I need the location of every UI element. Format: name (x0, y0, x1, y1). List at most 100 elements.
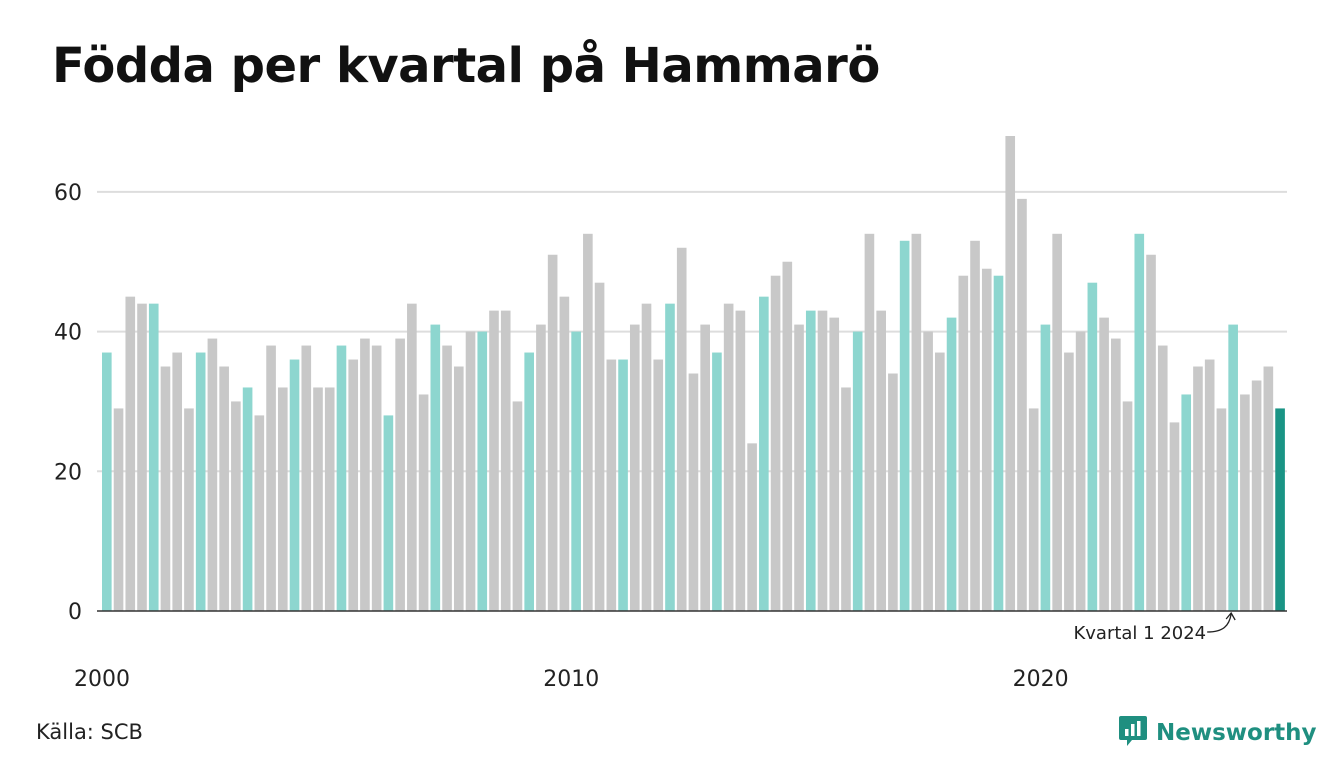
bar (383, 415, 394, 611)
bar (266, 345, 276, 611)
bar (606, 359, 617, 611)
bar (102, 352, 112, 611)
annotation-arrow (1207, 611, 1236, 633)
bar (817, 310, 828, 611)
bar (1169, 422, 1180, 611)
bar (676, 247, 687, 611)
bar (113, 408, 124, 611)
bar (805, 310, 816, 611)
bar (641, 303, 652, 611)
annotation: Kvartal 1 2024 (1073, 611, 1236, 644)
bar (759, 296, 769, 611)
bar (418, 394, 429, 611)
bar (477, 331, 488, 611)
bar (524, 352, 534, 611)
bar (430, 324, 441, 611)
bar (172, 352, 183, 611)
chart-title: Födda per kvartal på Hammarö (52, 38, 880, 94)
bar (1028, 408, 1039, 611)
bar (864, 233, 875, 612)
bar (195, 352, 206, 611)
bar (852, 331, 863, 611)
bar (946, 317, 957, 611)
bar (1240, 394, 1250, 611)
bar (747, 443, 757, 611)
bar (782, 261, 793, 611)
bar (735, 310, 746, 611)
bar (571, 331, 581, 611)
bar (231, 401, 241, 611)
bar (829, 317, 840, 611)
bar (629, 324, 640, 611)
bar (700, 324, 710, 611)
bar (313, 387, 323, 611)
bar (923, 331, 933, 611)
annotation-label: Kvartal 1 2024 (1073, 623, 1206, 644)
bar (242, 387, 253, 611)
bar (1040, 324, 1051, 611)
bar (981, 268, 992, 611)
y-tick-label: 40 (54, 321, 82, 346)
bar (289, 359, 300, 611)
bar (465, 331, 476, 611)
brand-logo: Newsworthy (1118, 714, 1317, 752)
bar (618, 359, 628, 611)
bar (770, 275, 781, 611)
bar (254, 415, 265, 611)
bar (899, 240, 910, 611)
bar (1157, 345, 1168, 611)
bar (665, 303, 675, 611)
bar (125, 296, 136, 611)
bar (1111, 338, 1121, 611)
bar (336, 345, 347, 611)
bar (1134, 233, 1145, 612)
bar (594, 282, 605, 611)
bar (1228, 324, 1238, 611)
bar (1146, 254, 1156, 611)
brand-name: Newsworthy (1156, 720, 1317, 746)
bar (277, 387, 288, 611)
bar (1204, 359, 1215, 611)
bar (1122, 401, 1133, 611)
bar (301, 345, 312, 611)
x-tick-label: 2010 (543, 667, 599, 692)
y-axis-ticks: 0 20 40 60 (54, 181, 82, 625)
bar (184, 408, 194, 611)
bar (559, 296, 570, 611)
bar (407, 303, 417, 611)
bar (723, 303, 734, 611)
bar (1251, 380, 1262, 611)
bar (1275, 408, 1285, 611)
bar (712, 352, 722, 611)
bar (348, 359, 359, 611)
bar (1193, 366, 1203, 611)
y-tick-label: 20 (54, 460, 82, 485)
bar (1064, 352, 1074, 611)
bar (653, 359, 664, 611)
bar (876, 310, 886, 611)
bar (1075, 331, 1086, 611)
bar (395, 338, 405, 611)
source-note: Källa: SCB (36, 720, 143, 744)
bar (489, 310, 499, 611)
bar (160, 366, 171, 611)
bar (360, 338, 370, 611)
bar (547, 254, 558, 611)
bar (207, 338, 218, 611)
bar (1099, 317, 1109, 611)
x-tick-label: 2020 (1013, 667, 1069, 692)
bar (148, 303, 159, 611)
x-axis-ticks: 2000 2010 2020 (74, 667, 1069, 692)
bar (958, 275, 969, 611)
bar (935, 352, 945, 611)
bar (442, 345, 452, 611)
bar (911, 233, 922, 612)
bar (1181, 394, 1192, 611)
bar (583, 233, 593, 612)
bar (371, 345, 382, 611)
bar (219, 366, 229, 611)
bar (1017, 198, 1027, 611)
y-tick-label: 60 (54, 181, 82, 206)
bar (1087, 282, 1098, 611)
